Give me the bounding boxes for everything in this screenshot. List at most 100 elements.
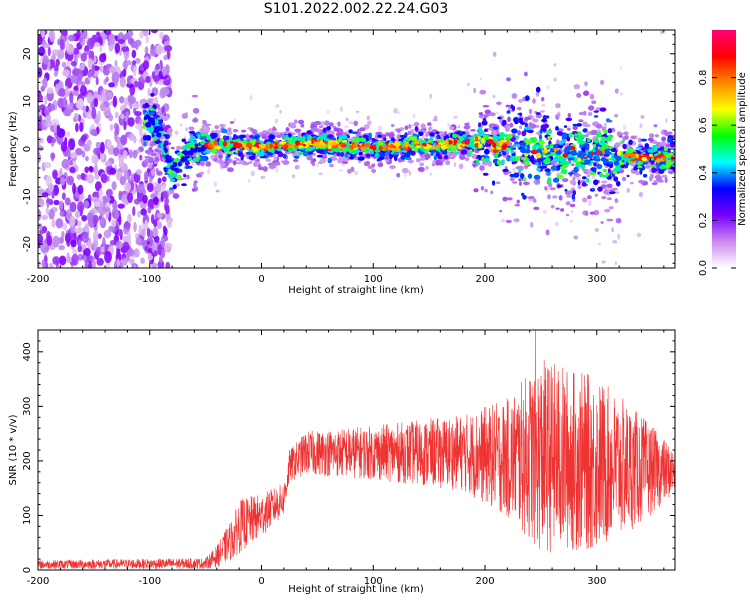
spectrogram-cell (338, 169, 344, 172)
spectrogram-cell (490, 148, 494, 153)
spectrogram-cell (510, 147, 517, 150)
spectrogram-cell (640, 138, 647, 142)
spectrogram-cell (372, 145, 377, 151)
spectrogram-cell (87, 70, 92, 78)
spectrogram-cell (523, 181, 530, 186)
spectrogram-cell (163, 147, 167, 151)
spectrogram-cell (562, 168, 568, 175)
spectrogram-cell (186, 150, 194, 154)
spectrogram-cell (220, 162, 226, 167)
spectrogram-cell (154, 157, 160, 162)
spectrogram-cell (601, 136, 606, 141)
spectrogram-cell (159, 114, 164, 118)
spectrogram-cell (594, 147, 599, 152)
spectrogram-cell (587, 153, 593, 159)
spectrogram-cell (294, 128, 302, 133)
spectrogram-cell (76, 174, 82, 180)
spectrogram-cell (184, 143, 192, 149)
spectrogram-cell (312, 127, 319, 133)
spectrogram-cell (214, 145, 222, 150)
spectrogram-cell (197, 155, 201, 160)
spectrogram-cell (68, 102, 73, 110)
spectrogram-cell (192, 132, 197, 137)
spectrogram-cell (594, 227, 599, 233)
spectrogram-cell (532, 198, 537, 203)
spectrogram-cell (87, 58, 94, 69)
spectrogram-cell (79, 63, 85, 71)
spectrogram-cell (38, 136, 42, 144)
spectrogram-cell (365, 153, 371, 158)
spectrogram-cell (547, 177, 552, 184)
spectrogram-cell (599, 172, 604, 178)
spectrogram-cell (537, 148, 543, 153)
spectrogram-cell (142, 194, 148, 204)
spectrogram-cell (553, 77, 557, 82)
spectrogram-cell (95, 141, 102, 149)
spectrogram-cell (413, 140, 420, 145)
spectrogram-cell (155, 63, 160, 70)
spectrogram-cell (514, 120, 519, 125)
spectrogram-cell (511, 105, 516, 112)
spectrogram-cell (149, 48, 157, 57)
spectrogram-cell (639, 168, 643, 175)
spectrogram-cell (582, 176, 587, 180)
spectrogram-cell (512, 181, 518, 184)
spectrogram-cell (345, 117, 349, 122)
spectrogram-cell (492, 51, 497, 57)
spectrogram-cell (556, 131, 564, 136)
spectrogram-cell (51, 49, 60, 56)
spectrogram-cell (595, 123, 603, 129)
spectrogram-cell (447, 123, 451, 127)
spectrogram-cell (143, 171, 149, 182)
spectrogram-cell (38, 229, 45, 235)
spectrogram-cell (294, 119, 298, 124)
spectrogram-cell (114, 42, 121, 54)
spectrogram-cell (122, 150, 128, 160)
spectrogram-cell (588, 105, 595, 111)
spectrogram-cell (482, 117, 487, 123)
spectrogram-cell (513, 172, 520, 178)
spectrogram-cell (366, 115, 370, 120)
spectrogram-cell (38, 260, 41, 268)
spectrogram-cell (261, 130, 269, 134)
spectrogram-cell (145, 121, 152, 128)
spectrogram-cell (89, 166, 94, 173)
spectrogram-cell (314, 120, 321, 126)
spectrogram-cell (92, 214, 99, 224)
spectrogram-cell (578, 111, 586, 116)
spectrogram-cell (389, 165, 396, 170)
spectrogram-cell (573, 84, 580, 90)
spectrogram-cell (169, 187, 174, 191)
spectrogram-cell (624, 164, 629, 169)
spectrogram-cell (601, 180, 608, 184)
spectrogram-cell (300, 123, 305, 128)
spectrogram-cell (51, 218, 56, 228)
spectrogram-cell (208, 144, 214, 149)
spectrogram-cell (328, 122, 334, 127)
spectrogram-cell (667, 137, 674, 143)
spectrogram-cell (236, 158, 240, 161)
spectrogram-cell (612, 240, 618, 244)
spectrogram-cell (506, 156, 511, 162)
spectrogram-cell (329, 163, 334, 168)
spectrogram-cell (236, 143, 243, 148)
spectrogram-cell (207, 168, 211, 175)
spectrogram-cell (532, 98, 536, 104)
spectrogram-cell (209, 132, 217, 139)
spectrogram-cell (93, 147, 101, 155)
spectrogram-cell (435, 151, 440, 157)
spectrogram-cell (535, 125, 540, 128)
spectrogram-cell (565, 117, 573, 122)
spectrogram-cell (122, 60, 128, 70)
spectrogram-cell (465, 128, 470, 132)
spectrogram-cell (41, 214, 48, 221)
spectrogram-cell (133, 248, 140, 258)
spectrogram-cell (541, 157, 546, 160)
spectrogram-cell (149, 230, 154, 239)
spectrogram-cell (474, 142, 480, 148)
spectrogram-cell (262, 166, 268, 172)
spectrogram-cell (583, 90, 590, 96)
spectrogram-cell (521, 156, 528, 161)
spectrogram-cell (164, 242, 171, 253)
spectrogram-cell (359, 137, 365, 142)
